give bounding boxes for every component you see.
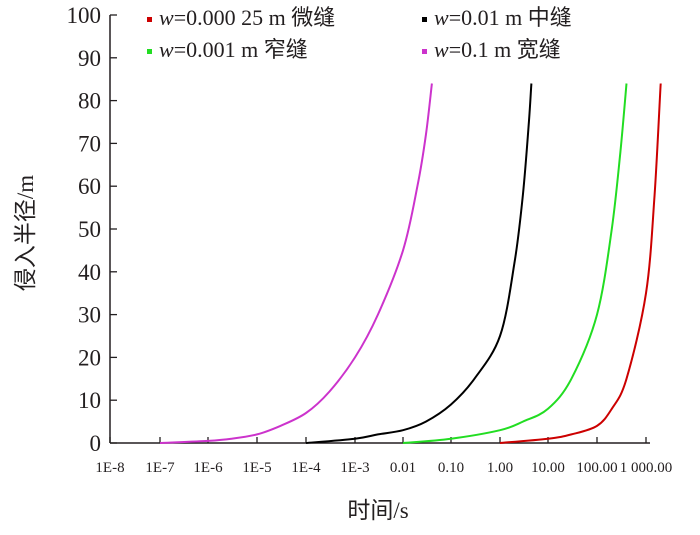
y-tick-label: 70 (78, 131, 101, 156)
legend-marker (147, 49, 152, 54)
series-line (402, 83, 628, 444)
legend: w=0.000 25 m 微缝 w=0.01 m 中缝 w=0.001 m 窄缝 w=… (147, 5, 572, 62)
legend-label: w=0.001 m 窄缝 (159, 37, 308, 62)
x-tick-label: 1E-3 (340, 460, 369, 476)
x-tick-label: 0.01 (390, 460, 416, 476)
y-tick-label: 90 (78, 46, 101, 71)
x-axis-ticks: 1E-8 1E-7 1E-6 1E-5 1E-4 1E-3 0.01 0.10 1.00 10.0… (95, 437, 672, 476)
x-tick-label: 1 000.00 (620, 460, 673, 476)
x-tick-label: 0.10 (438, 460, 464, 476)
series-line (305, 83, 533, 444)
y-tick-label: 0 (90, 431, 102, 456)
y-tick-label: 10 (78, 388, 101, 413)
x-axis-title: 时间/s (347, 498, 408, 523)
x-tick-label: 100.00 (576, 460, 617, 476)
legend-marker (147, 17, 152, 22)
series-line (499, 83, 662, 444)
y-axis-title: 侵入半径/m (13, 175, 38, 291)
y-axis-ticks: 0 10 20 30 40 50 60 70 80 90 100 (67, 3, 117, 456)
y-tick-label: 40 (78, 260, 101, 285)
x-tick-label: 1E-6 (193, 460, 223, 476)
y-tick-label: 30 (78, 303, 101, 328)
y-tick-label: 20 (78, 345, 101, 370)
y-tick-label: 60 (78, 174, 101, 199)
x-tick-label: 1E-8 (95, 460, 124, 476)
y-tick-label: 50 (78, 217, 101, 242)
legend-marker (422, 17, 427, 22)
x-tick-label: 10.00 (531, 460, 565, 476)
legend-label: w=0.01 m 中缝 (434, 5, 572, 30)
legend-marker (422, 49, 427, 54)
x-tick-label: 1E-4 (291, 460, 321, 476)
x-tick-label: 1E-5 (242, 460, 271, 476)
x-tick-label: 1.00 (487, 460, 513, 476)
series-line (159, 83, 433, 444)
x-tick-label: 1E-7 (145, 460, 175, 476)
y-tick-label: 80 (78, 89, 101, 114)
y-tick-label: 100 (67, 3, 102, 28)
series-lines (159, 83, 662, 444)
legend-label: w=0.000 25 m 微缝 (159, 5, 335, 30)
legend-label: w=0.1 m 宽缝 (434, 37, 561, 62)
